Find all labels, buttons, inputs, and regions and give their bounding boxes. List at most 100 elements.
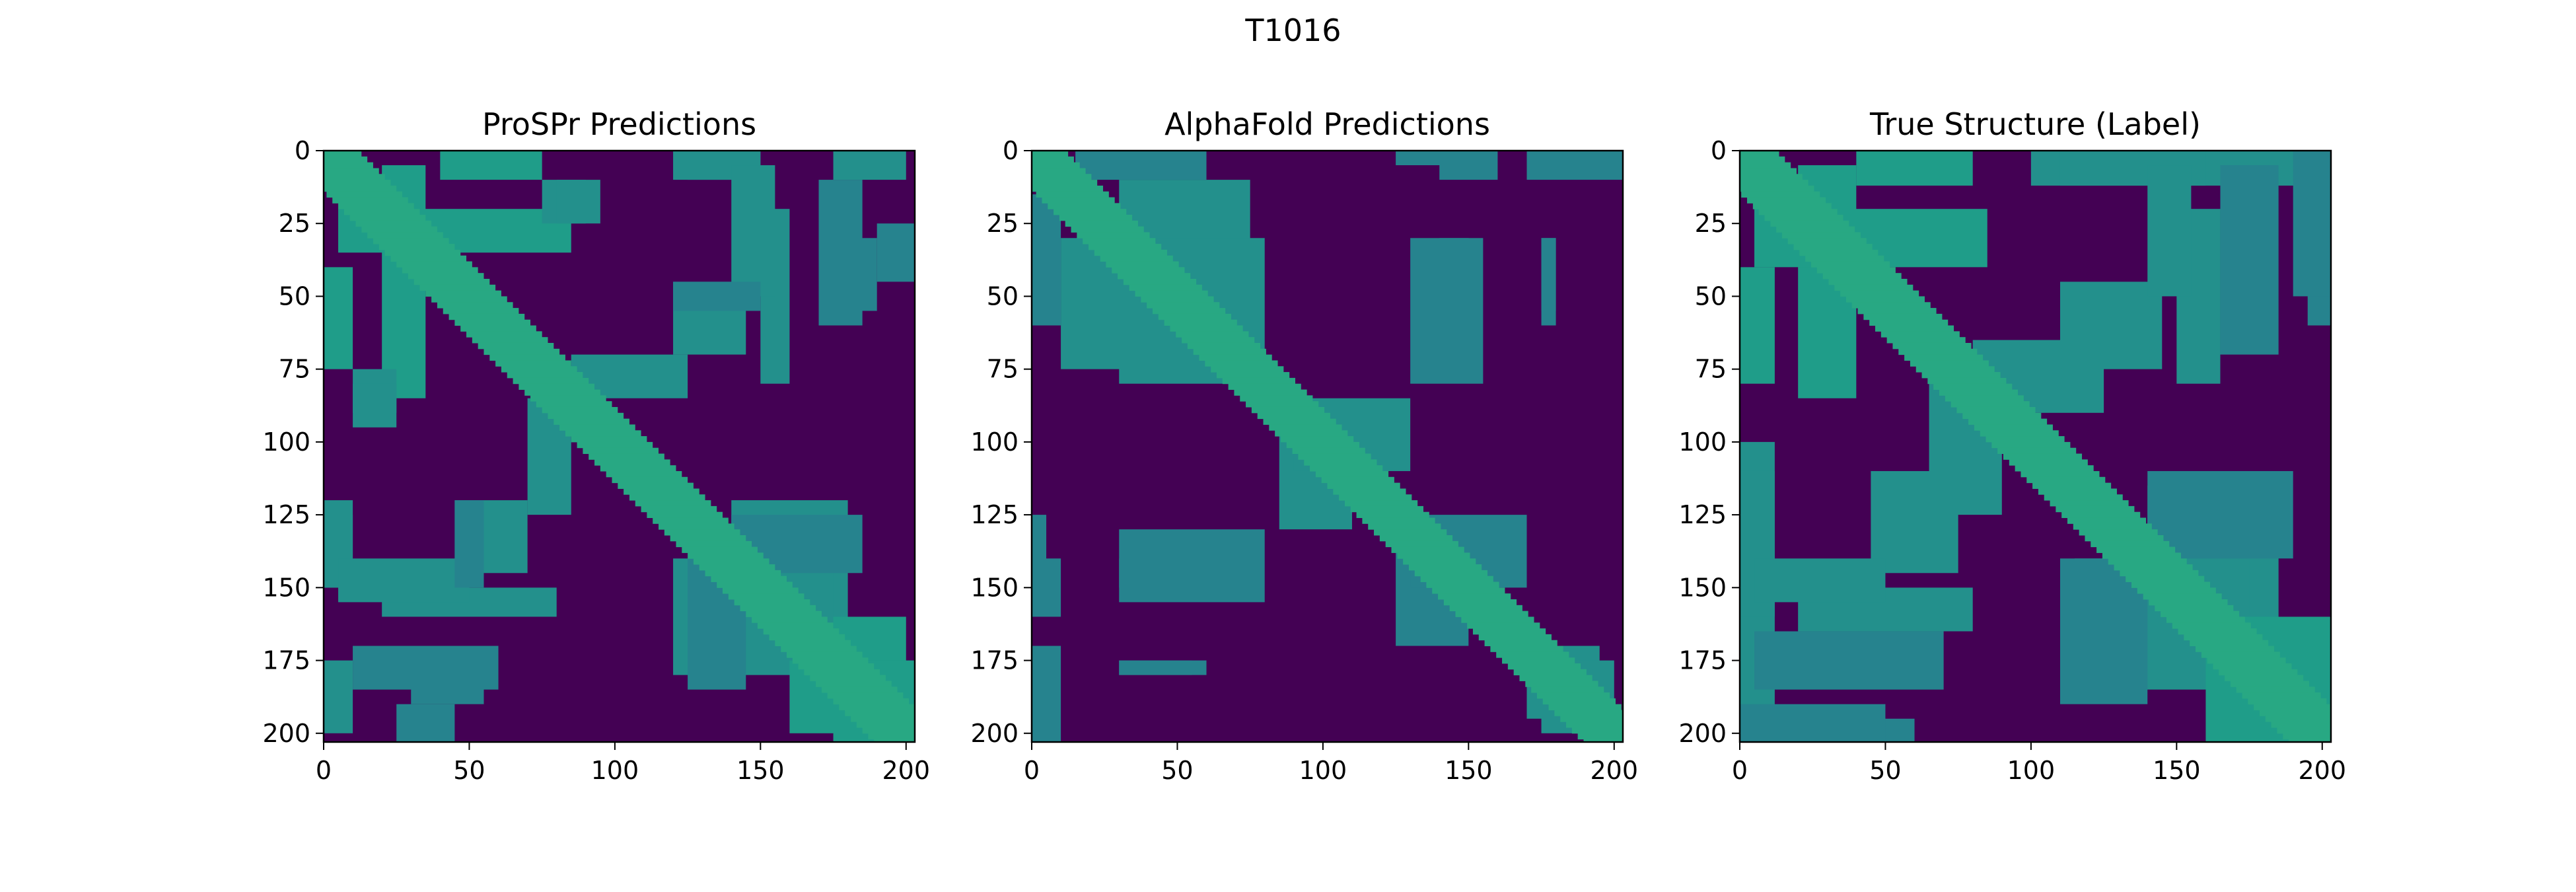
heatmap-cell: [1182, 337, 1255, 344]
heatmap-cell: [1032, 151, 1069, 157]
heatmap-cell: [466, 331, 542, 338]
heatmap-cell: [1752, 203, 1832, 209]
axes-frame: [322, 149, 916, 743]
heatmap-cell: [1123, 278, 1197, 285]
heatmap-cell: [1321, 476, 1394, 484]
heatmap-cell: [1856, 151, 1973, 186]
y-tick-label: 125: [970, 500, 1019, 529]
heatmap-cell: [1799, 249, 1878, 256]
heatmap-cell: [1438, 593, 1511, 600]
heatmap-cell: [1414, 570, 1487, 577]
heatmap-cell: [1461, 616, 1534, 623]
y-tick-label: 75: [279, 355, 310, 384]
heatmap-cell: [1036, 191, 1109, 198]
heatmap-cell: [1286, 441, 1359, 449]
heatmap-cell: [2220, 165, 2279, 355]
heatmap-cell: [629, 494, 705, 501]
heatmap-cell: [1119, 660, 1207, 675]
heatmap-cell: [1781, 232, 1861, 239]
heatmap-cell: [1129, 284, 1202, 291]
heatmap-cell: [1112, 267, 1185, 274]
heatmap-cell: [2201, 651, 2280, 658]
heatmap-cell: [1776, 226, 1855, 233]
y-tick-label: 125: [262, 500, 310, 529]
heatmap-cell: [769, 634, 845, 641]
heatmap-cell: [1484, 640, 1557, 647]
heatmap-cell: [1362, 517, 1435, 524]
heatmap-cell: [1747, 197, 1826, 204]
heatmap-cell: [419, 284, 496, 291]
heatmap-cell: [361, 226, 437, 233]
heatmap-cell: [1152, 308, 1226, 315]
heatmap-cell: [635, 500, 711, 507]
heatmap-cell: [1991, 441, 2071, 449]
heatmap-cell: [1426, 581, 1499, 588]
heatmap-cell: [1921, 372, 2001, 379]
heatmap-cell: [827, 692, 904, 699]
heatmap-cell: [1531, 687, 1604, 693]
heatmap-cell: [1397, 552, 1470, 559]
heatmap-cell: [594, 459, 670, 466]
heatmap-cell: [673, 281, 761, 311]
heatmap-cell: [711, 576, 787, 583]
heatmap-cell: [1240, 395, 1313, 402]
heatmap-cell: [1275, 430, 1348, 437]
heatmap-cell: [1292, 447, 1365, 455]
heatmap-cell: [390, 255, 467, 262]
heatmap-cell: [2032, 482, 2112, 489]
heatmap-cell: [338, 558, 470, 603]
heatmap-cell: [1269, 424, 1342, 431]
heatmap-cell: [2248, 698, 2327, 705]
heatmap-panel-true-structure: True Structure (Label)0 50 100 150 200025507…: [1678, 106, 2346, 785]
heatmap-cell: [1740, 151, 1779, 157]
heatmap-cell: [443, 308, 519, 315]
heatmap-cell: [1193, 348, 1266, 355]
heatmap-cell: [2120, 570, 2199, 577]
heatmap-cell: [1141, 296, 1214, 303]
heatmap-cell: [1805, 255, 1884, 262]
heatmap-cell: [1315, 470, 1389, 478]
heatmap-cell: [1234, 389, 1307, 396]
heatmap-cell: [2026, 476, 2106, 484]
heatmap-cell: [367, 232, 443, 239]
heatmap-cell: [787, 651, 863, 658]
heatmap-cell: [1199, 354, 1272, 361]
heatmap-cell: [2230, 681, 2309, 687]
heatmap-cell: [833, 698, 910, 705]
heatmap-cell: [818, 180, 863, 326]
heatmap-cell: [402, 267, 478, 274]
heatmap-cell: [589, 453, 664, 460]
heatmap-cell: [2283, 733, 2331, 740]
heatmap-cell: [413, 278, 490, 285]
heatmap-cell: [676, 540, 752, 548]
heatmap-cell: [1845, 296, 1925, 303]
heatmap-cell: [1740, 156, 1785, 163]
heatmap-cell: [1251, 406, 1325, 414]
heatmap-cell: [1741, 191, 1820, 198]
heatmap-cell: [1816, 267, 1896, 274]
heatmap-cell: [1106, 261, 1179, 268]
heatmap-cell: [1513, 669, 1587, 676]
y-tick-label: 75: [1695, 355, 1727, 384]
heatmap-cell: [1939, 389, 2019, 396]
axes-frame: [1738, 149, 2332, 743]
heatmap-cell: [1391, 546, 1464, 553]
y-tick-label: 0: [295, 136, 310, 165]
heatmap-cell: [1472, 628, 1546, 635]
heatmap-cell: [2114, 564, 2193, 571]
heatmap-cell: [1449, 605, 1522, 612]
y-tick-label: 25: [987, 209, 1019, 238]
heatmap-cell: [324, 180, 391, 186]
heatmap-cell: [1211, 366, 1284, 373]
heatmap-cell: [641, 505, 717, 513]
heatmap-cell: [2137, 587, 2216, 594]
heatmap-cells: [1032, 151, 1623, 742]
heatmap-cell: [2102, 552, 2181, 559]
heatmap-cell: [1228, 383, 1301, 390]
heatmap-cell: [1263, 418, 1336, 425]
heatmap-cell: [1496, 651, 1569, 658]
heatmap-cell: [472, 337, 548, 344]
heatmap-cell: [1135, 290, 1208, 297]
heatmap-cell: [324, 174, 385, 180]
